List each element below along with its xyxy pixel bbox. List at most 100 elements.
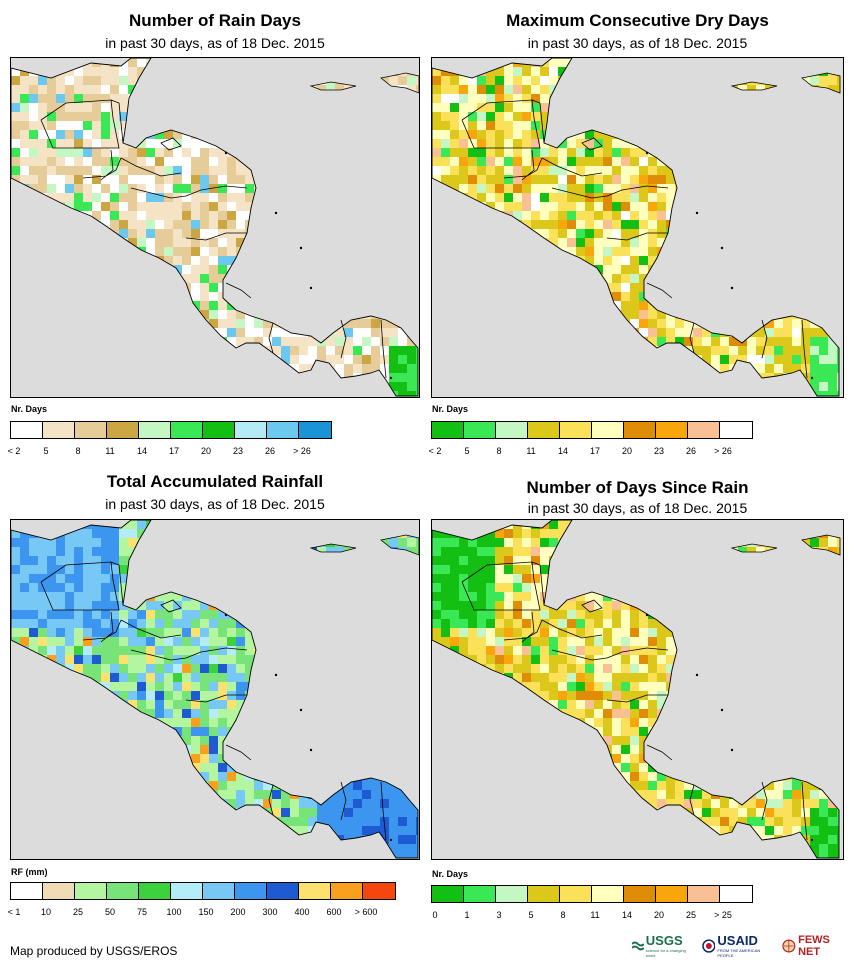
logo-bar: USGS science for a changing world USAID FR… [632, 933, 854, 958]
color-legend: #ffffff#f5e3c5#e6cc98#cda644#c4f7c4#3ae8… [10, 421, 332, 439]
island-dot [389, 376, 393, 380]
legend-tick-label: > 26 [714, 446, 732, 456]
legend-swatch: #3ae856 [171, 422, 203, 438]
island-dot [645, 613, 649, 617]
legend-tick-label: 23 [653, 446, 665, 456]
legend-swatch: #cda644 [107, 422, 139, 438]
island-dot [695, 211, 699, 215]
legend-tick-label: 20 [200, 446, 212, 456]
legend-swatch: #f5e3c5 [43, 422, 75, 438]
legend-swatch: #fbe15a [560, 422, 592, 438]
legend-swatch: #c4f7c4 [496, 886, 528, 902]
island-outline [730, 543, 778, 553]
legend-swatch: #f5460f [363, 883, 395, 899]
legend-unit: RF (mm) [11, 867, 48, 877]
legend-tick-label: > 600 [354, 907, 378, 917]
island-dot [274, 673, 278, 677]
island-dot [224, 613, 228, 617]
island-dot [224, 151, 228, 155]
raster-grid [432, 58, 840, 396]
country-borders [461, 99, 808, 379]
usgs-wave-icon [632, 941, 644, 950]
legend-tick-label: 5 [464, 446, 470, 456]
legend-swatch: #dcc81a [528, 422, 560, 438]
legend-tick-label: 300 [262, 907, 278, 917]
legend-tick-label: 17 [589, 446, 601, 456]
legend-tick-label: 26 [264, 446, 276, 456]
legend-swatch: #dcc81a [528, 886, 560, 902]
panel-subtitle: in past 30 days, as of 18 Dec. 2015 [527, 35, 748, 51]
legend-swatch: #fbe15a [560, 886, 592, 902]
legend-tick-label: 25 [685, 910, 697, 920]
legend-tick-label: > 25 [714, 910, 732, 920]
legend-swatch: #b4ecf8 [171, 883, 203, 899]
island-dot [695, 673, 699, 677]
island-dot [274, 211, 278, 215]
usgs-logo: USGS science for a changing world [632, 933, 696, 958]
usaid-tagline: FROM THE AMERICAN PEOPLE [717, 948, 761, 958]
legend-swatch: #3cd23c [139, 883, 171, 899]
raster-grid [11, 520, 419, 858]
panel-title: Number of Days Since Rain [526, 478, 749, 497]
island-dot [299, 246, 303, 250]
island-dot [309, 748, 313, 752]
legend-swatch: #df8c06 [624, 886, 656, 902]
legend-tick-label: 5 [43, 446, 49, 456]
central-america-map [11, 58, 419, 397]
legend-tick-label: 17 [168, 446, 180, 456]
legend-tick-label: 600 [326, 907, 342, 917]
color-legend: #13bf13#3ae856#c4f7c4#dcc81a#fbe15a#ffff… [431, 885, 753, 903]
color-legend: #13bf13#3ae856#c4f7c4#dcc81a#fbe15a#ffff… [431, 421, 753, 439]
legend-swatch: #3ae856 [464, 422, 496, 438]
island-dot [720, 246, 724, 250]
coastline [11, 58, 419, 397]
island-outline [581, 137, 603, 151]
island-dot [730, 748, 734, 752]
legend-swatch: #ffffff [11, 883, 43, 899]
panel-title: Number of Rain Days [129, 11, 301, 30]
island-dot [309, 286, 313, 290]
island-outline [380, 72, 419, 94]
legend-tick-label: 8 [560, 910, 566, 920]
legend-tick-label: 11 [526, 446, 536, 456]
fews-globe-icon [782, 939, 796, 952]
legend-tick-label: 200 [230, 907, 246, 917]
panel-rain-days: Number of Rain Days in past 30 days, as … [7, 0, 420, 470]
map-frame[interactable] [10, 57, 420, 398]
legend-tick-label: < 2 [7, 446, 21, 456]
island-outline [309, 543, 357, 553]
raster-grid [11, 58, 419, 396]
island-outline [581, 599, 603, 613]
legend-swatch: #f9a01e [331, 883, 363, 899]
legend-tick-label: 150 [198, 907, 214, 917]
panel-days-since-rain: Number of Days Since Rain in past 30 day… [431, 466, 844, 926]
legend-swatch: #ffffbe [592, 422, 624, 438]
legend-unit: Nr. Days [432, 869, 469, 879]
legend-tick-label: 50 [104, 907, 116, 917]
legend-swatch: #fbe16e [299, 883, 331, 899]
legend-swatch: #3c96f0 [235, 883, 267, 899]
island-dot [645, 151, 649, 155]
fews-text: FEWS NET [798, 933, 830, 958]
legend-swatch: #b4f5a0 [75, 883, 107, 899]
island-dot [810, 838, 814, 842]
color-legend: #ffffff#f0dcb4#b4f5a0#78e378#3cd23c#b4ec… [10, 882, 396, 900]
map-frame[interactable] [431, 519, 844, 860]
central-america-map [11, 520, 419, 859]
usaid-seal-icon [701, 938, 716, 953]
panel-subtitle: in past 30 days, as of 18 Dec. 2015 [105, 496, 325, 512]
legend-tick-label: 3 [496, 910, 502, 920]
legend-swatch: #f9c094 [688, 422, 720, 438]
legend-tick-label: 26 [685, 446, 697, 456]
legend-swatch: #1a94d6 [299, 422, 331, 438]
map-frame[interactable] [10, 519, 420, 860]
map-credit: Map produced by USGS/EROS [10, 944, 178, 958]
island-outline [160, 599, 182, 613]
legend-tick-label: 1 [464, 910, 470, 920]
legend-swatch: #78e378 [107, 883, 139, 899]
legend-swatch: #c4f7c4 [139, 422, 171, 438]
legend-tick-label: 10 [40, 907, 52, 917]
country-borders [40, 561, 387, 841]
central-america-map [432, 58, 841, 397]
map-frame[interactable] [431, 57, 844, 398]
